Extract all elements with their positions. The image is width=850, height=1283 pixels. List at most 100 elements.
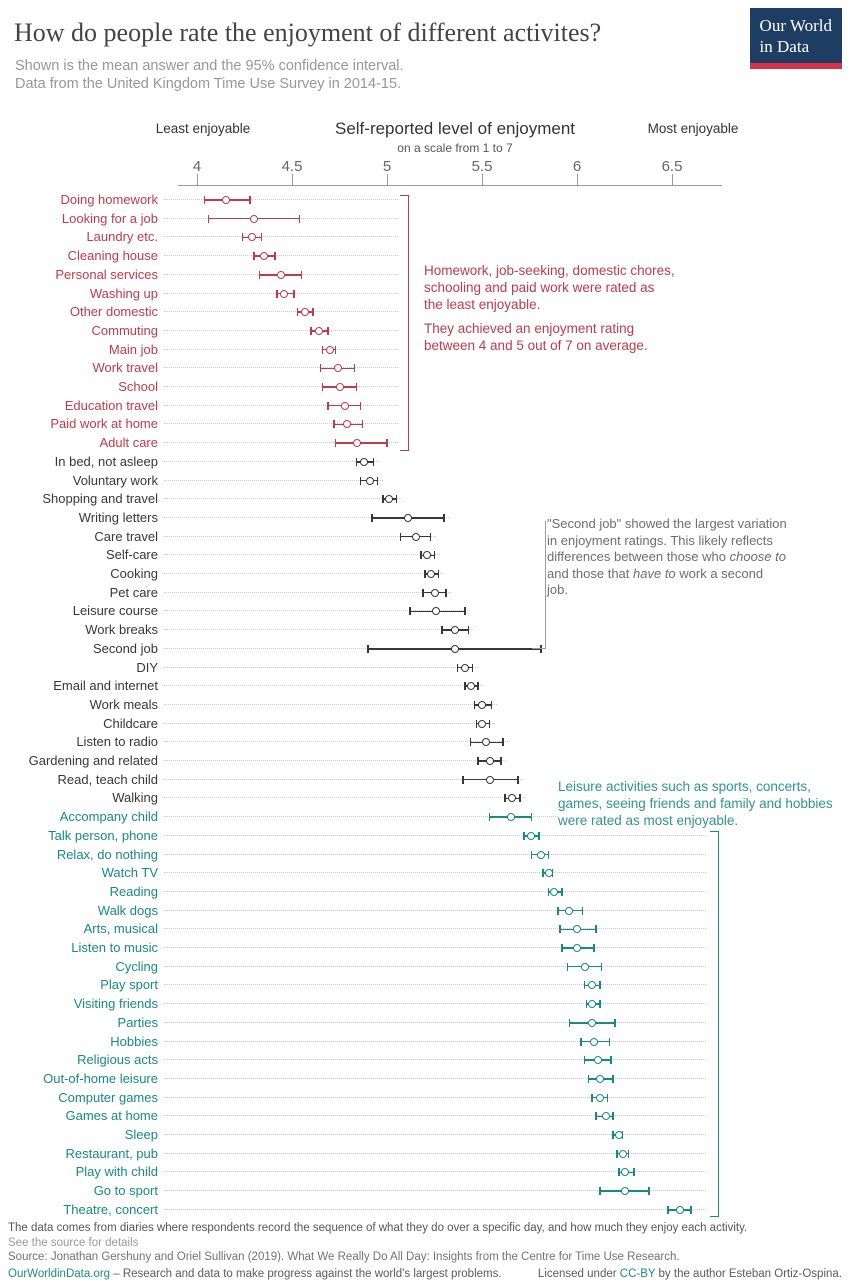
mean-marker — [250, 214, 258, 223]
ci-whisker — [583, 1056, 586, 1065]
ci-whisker — [260, 233, 263, 242]
leader-line — [164, 722, 495, 724]
ci-whisker — [612, 1131, 614, 1139]
ci-whisker — [475, 719, 478, 728]
leader-line — [164, 199, 398, 200]
leader-line — [164, 760, 506, 761]
ci-whisker — [500, 757, 502, 765]
mean-marker — [451, 626, 460, 635]
ci-whisker — [207, 214, 210, 223]
chart-subtitle-1: Shown is the mean answer and the 95% con… — [15, 58, 404, 74]
activity-label: Arts, musical — [83, 921, 158, 937]
footer-source: Source: Jonathan Gershuny and Oriel Sull… — [8, 1251, 680, 1263]
mean-marker — [451, 644, 460, 653]
license-suffix: by the author Esteban Ortiz-Ospina. — [655, 1267, 842, 1280]
leader-line — [164, 778, 524, 780]
mean-marker — [618, 1149, 627, 1158]
ci-whisker — [490, 700, 493, 709]
owid-logo-line2: in Data — [759, 37, 810, 56]
leader-line — [164, 236, 398, 238]
leader-line — [164, 442, 398, 444]
ci-whisker — [300, 270, 303, 279]
leader-line — [164, 890, 706, 892]
leader-line — [164, 311, 398, 313]
owid-logo[interactable]: Our World in Data — [749, 8, 842, 69]
annotation-second-job: "Second job" showed the largest variatio… — [547, 516, 787, 599]
cc-by-link[interactable]: CC-BY — [619, 1267, 656, 1280]
mean-marker — [341, 401, 350, 410]
leader-line — [164, 404, 398, 406]
ci-whisker — [542, 869, 544, 878]
activity-label: Listen to radio — [76, 734, 158, 750]
activity-label: Out-of-home leisure — [43, 1070, 158, 1086]
leader-line — [164, 1077, 706, 1079]
leader-line — [164, 947, 706, 948]
ci-whisker — [359, 401, 362, 410]
ci-whisker — [334, 345, 337, 354]
activity-label: Cycling — [115, 958, 158, 974]
ci-whisker — [443, 513, 445, 522]
activity-label: Leisure course — [72, 603, 158, 619]
ci-whisker — [517, 775, 519, 784]
ci-whisker — [241, 233, 244, 242]
activity-label: Reading — [109, 883, 158, 899]
activity-label: Commuting — [91, 322, 158, 338]
mean-marker — [221, 196, 230, 204]
ci-whisker — [327, 326, 329, 335]
mean-marker — [593, 1056, 602, 1065]
ci-whisker — [445, 588, 447, 597]
ci-whisker — [312, 308, 314, 317]
ci-whisker — [547, 850, 550, 859]
ci-whisker — [473, 700, 476, 709]
axis-tick-label: 6.5 — [661, 158, 683, 175]
ci-whisker — [504, 794, 506, 803]
ci-whisker — [471, 663, 474, 672]
ci-whisker — [667, 1205, 669, 1214]
ci-whisker — [561, 887, 563, 896]
leader-line — [164, 1134, 706, 1135]
axis-tick — [197, 174, 198, 185]
ci-whisker — [399, 532, 402, 541]
activity-label: Childcare — [103, 715, 158, 731]
activity-label: Main job — [108, 341, 158, 357]
axis-tick-label: 6 — [572, 158, 582, 175]
mean-marker — [478, 700, 486, 709]
leader-line — [164, 1040, 706, 1042]
ci-whisker — [395, 495, 398, 504]
ci-whisker — [488, 813, 491, 822]
ci-whisker — [376, 476, 379, 485]
ci-whisker — [464, 682, 466, 691]
owid-url-link[interactable]: OurWorldinData.org — [8, 1267, 111, 1280]
mean-marker — [595, 1074, 604, 1083]
footer-license: Licensed under CC-BY by the author Esteb… — [538, 1268, 842, 1282]
leader-line — [164, 965, 706, 967]
leader-line — [164, 535, 436, 537]
activity-label: Work breaks — [85, 622, 158, 638]
mean-marker — [248, 233, 257, 242]
leader-line — [164, 647, 546, 649]
activity-label: Looking for a job — [61, 210, 158, 226]
leader-line — [164, 1096, 706, 1098]
activity-label: Parties — [117, 1014, 158, 1030]
axis-subtitle: on a scale from 1 to 7 — [397, 141, 513, 155]
mean-marker — [280, 289, 289, 298]
ci-whisker — [355, 383, 358, 391]
mean-marker — [426, 570, 435, 578]
bracket-least-group — [400, 195, 409, 451]
axis-tick-label: 5 — [382, 158, 392, 175]
mean-marker — [460, 663, 469, 672]
ci-whisker — [321, 383, 324, 391]
activity-label: Care travel — [94, 528, 158, 544]
activity-label: Pet care — [109, 584, 158, 600]
leader-line — [164, 1003, 706, 1005]
ci-whisker — [519, 794, 521, 803]
mean-marker — [485, 757, 494, 765]
activity-label: Doing homework — [60, 192, 158, 207]
mean-marker — [536, 850, 545, 859]
footer-see-source-link[interactable]: See the source for details — [8, 1236, 139, 1249]
mean-marker — [432, 607, 441, 616]
mean-marker — [601, 1112, 610, 1121]
activity-label: Writing letters — [78, 509, 158, 525]
leader-line — [164, 255, 398, 257]
ci-whisker — [327, 401, 329, 410]
